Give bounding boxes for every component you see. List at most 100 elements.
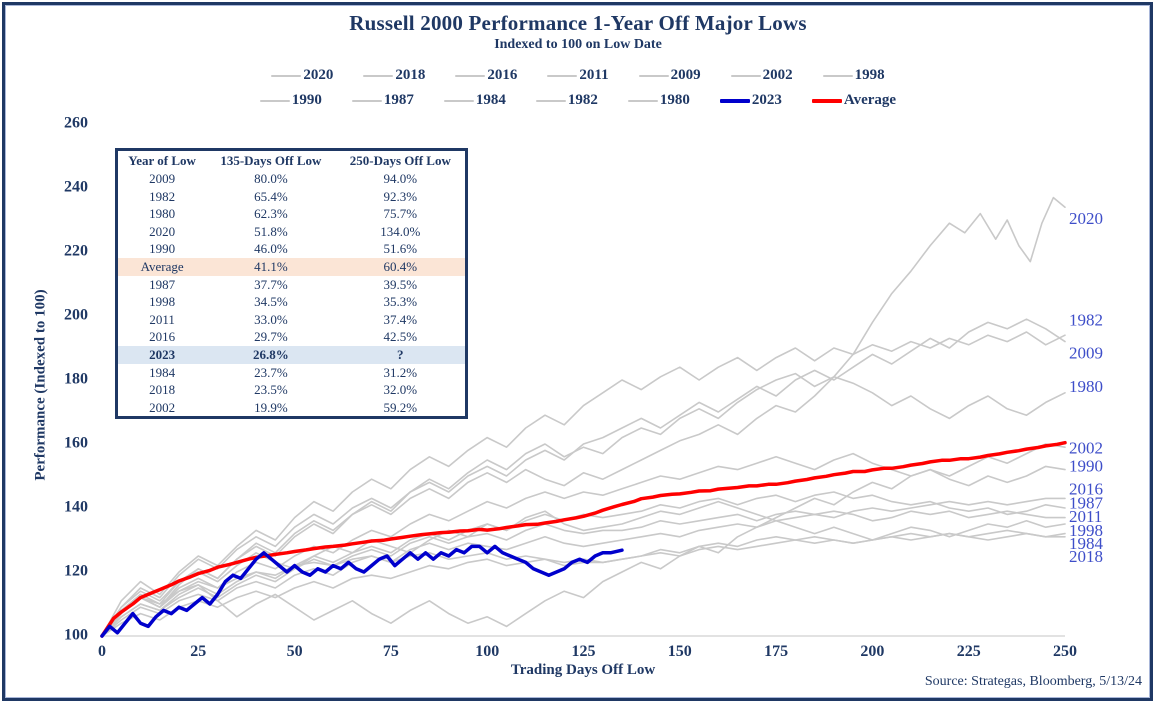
legend-line-swatch: [259, 99, 290, 102]
legend-item-2018: 2018: [363, 67, 425, 84]
series-end-label-2011: 2011: [1069, 507, 1102, 526]
legend-label: 2018: [395, 67, 426, 83]
legend-item-1980: 1980: [627, 92, 690, 109]
table-cell: 1987: [149, 276, 176, 292]
legend-line-swatch: [455, 74, 486, 77]
table-cell: 41.1%: [254, 258, 288, 274]
table-cell: 23.7%: [254, 364, 288, 380]
table-cell: 37.7%: [254, 276, 288, 292]
x-tick-label: 75: [383, 643, 399, 660]
y-tick-label: 180: [64, 371, 88, 388]
y-tick-label: 200: [64, 307, 88, 324]
legend-item-average: Average: [811, 92, 896, 109]
series-line-1980: [101, 372, 1066, 637]
table-cell: 32.0%: [383, 382, 418, 398]
series-end-label-2009: 2009: [1069, 343, 1103, 362]
table-row-2011: 2011 33.0% 37.4%: [118, 311, 465, 329]
y-tick-label: 240: [64, 179, 88, 196]
x-tick-label: 225: [957, 643, 981, 660]
legend-line-swatch: [822, 74, 853, 77]
source-note: Source: Strategas, Bloomberg, 5/13/24: [924, 674, 1142, 689]
series-line-2011: [101, 510, 1066, 637]
legend-item-2016: 2016: [455, 67, 517, 84]
table-cell: 80.0%: [254, 171, 288, 186]
table-row-1987: 1987 37.7% 39.5%: [118, 276, 465, 294]
table-cell: 26.8%: [253, 346, 289, 362]
legend-item-1990: 1990: [259, 92, 322, 109]
table-cell: 23.5%: [254, 382, 288, 398]
series-line-1982: [101, 318, 1066, 637]
y-tick-label: 260: [64, 115, 88, 132]
series-line-2020: [101, 196, 1066, 637]
x-tick-label: 250: [1053, 643, 1077, 660]
table-cell: 94.0%: [383, 171, 418, 186]
series-end-label-2020: 2020: [1069, 209, 1103, 228]
x-tick-label: 125: [572, 643, 596, 660]
series-end-label-1998: 1998: [1069, 521, 1103, 540]
legend-item-2011: 2011: [547, 67, 609, 84]
table-cell: 1982: [149, 188, 176, 204]
series-end-label-1987: 1987: [1069, 494, 1104, 513]
legend-item-2020: 2020: [271, 67, 333, 84]
legend-line-swatch: [730, 74, 761, 77]
table-row-average: Average 41.1% 60.4%: [118, 257, 465, 276]
table-cell: ?: [397, 346, 404, 362]
series-line-1990: [101, 452, 1066, 637]
table-cell: 60.4%: [383, 258, 418, 274]
stats-table: Year of Low 135-Days Off Low 250-Days Off …: [115, 148, 468, 420]
table-cell: 62.3%: [254, 206, 288, 222]
table-header-row: Year of Low 135-Days Off Low 250-Days Off …: [118, 151, 465, 170]
legend-item-1984: 1984: [443, 92, 506, 109]
y-axis-title: Performance (Indexed to 100): [32, 289, 49, 481]
legend-label: 2011: [579, 67, 609, 83]
y-tick-label: 100: [64, 627, 88, 644]
legend-item-1982: 1982: [535, 92, 598, 109]
legend-label: 2009: [670, 67, 701, 83]
table-cell: 2018: [149, 382, 176, 398]
legend-line-swatch: [271, 74, 302, 77]
x-tick-label: 175: [764, 643, 788, 660]
table-cell: 51.6%: [383, 241, 418, 257]
table-row-2020: 2020 51.8% 134.0%: [118, 223, 465, 241]
series-line-2023: [100, 544, 624, 638]
legend-label: 1980: [659, 92, 690, 108]
y-tick-label: 140: [64, 499, 88, 516]
x-tick-label: 25: [190, 643, 206, 660]
series-end-label-1990: 1990: [1069, 457, 1103, 476]
table-row-2023: 2023 26.8%?: [118, 345, 465, 364]
series-line-2016: [101, 497, 1066, 637]
table-cell: 29.7%: [254, 329, 288, 345]
legend-label: 1998: [854, 67, 885, 83]
series-line-2009: [101, 331, 1066, 637]
table-cell: 46.0%: [254, 241, 288, 257]
table-cell: 1984: [149, 364, 176, 380]
table-row-1990: 1990 46.0% 51.6%: [118, 240, 465, 258]
legend-line-swatch: [547, 74, 578, 77]
x-tick-label: 100: [475, 643, 499, 660]
table-cell: 2020: [149, 223, 176, 239]
x-tick-label: 150: [668, 643, 692, 660]
table-row-1982: 1982 65.4% 92.3%: [118, 188, 465, 206]
legend-row-1: 2020 2018 2016 2011 2009 2002 1998: [0, 63, 1156, 88]
chart-title: Russell 2000 Performance 1-Year Off Majo…: [349, 11, 807, 35]
table-row-2018: 2018 23.5% 32.0%: [118, 381, 465, 399]
legend-item-1998: 1998: [822, 67, 885, 84]
series-end-label-1980: 1980: [1069, 377, 1103, 396]
table-header-cell: 250-Days Off Low: [349, 153, 451, 168]
legend-label: 2016: [487, 67, 518, 83]
legend-row-2: 1990 1987 1984 1982 1980 2023 Average: [0, 88, 1156, 113]
table-row-1998: 1998 34.5% 35.3%: [118, 293, 465, 311]
series-line-1987: [101, 491, 1066, 637]
legend-line-swatch: [719, 98, 750, 103]
table-cell: 1990: [149, 241, 176, 257]
series-end-label-1982: 1982: [1069, 310, 1103, 329]
chart-subtitle: Indexed to 100 on Low Date: [494, 37, 662, 52]
legend-label: 2002: [762, 67, 793, 83]
table-cell: 2009: [149, 171, 176, 186]
x-tick-label: 0: [98, 643, 106, 660]
legend-label: 1987: [383, 92, 414, 108]
legend-item-2002: 2002: [730, 67, 793, 84]
table-cell: 31.2%: [383, 364, 418, 380]
legend-label: 2020: [303, 67, 334, 83]
